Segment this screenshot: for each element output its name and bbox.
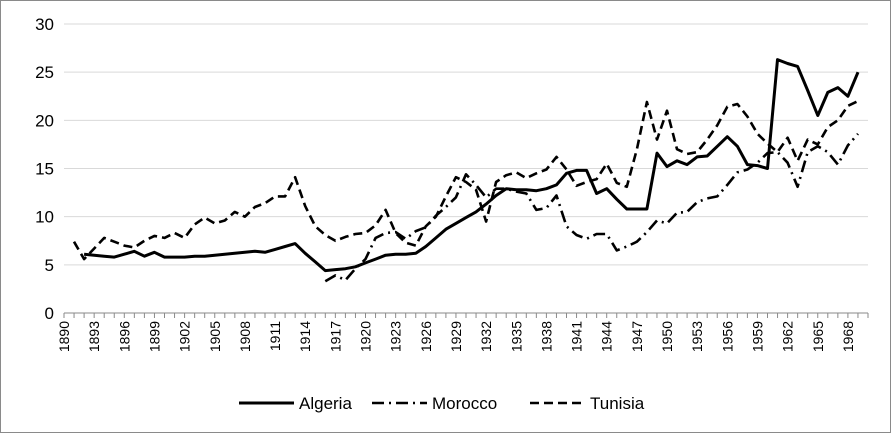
legend-item-tunisia: Tunisia bbox=[530, 394, 645, 413]
x-tick-label: 1938 bbox=[538, 321, 554, 352]
series-algeria bbox=[83, 58, 860, 273]
x-tick-label: 1923 bbox=[388, 321, 404, 352]
x-tick-label: 1959 bbox=[749, 321, 765, 352]
y-tick-label: 15 bbox=[35, 160, 54, 179]
legend-label: Tunisia bbox=[590, 394, 645, 413]
legend-label: Algeria bbox=[299, 394, 352, 413]
x-tick-label: 1926 bbox=[418, 321, 434, 352]
legend-item-morocco: Morocco bbox=[372, 394, 497, 413]
x-tick-label: 1893 bbox=[86, 321, 102, 352]
y-tick-label: 20 bbox=[35, 111, 54, 130]
series-line-tunisia bbox=[72, 99, 859, 261]
x-tick-label: 1965 bbox=[810, 321, 826, 352]
x-tick-label: 1896 bbox=[116, 321, 132, 352]
x-tick-label: 1908 bbox=[237, 321, 253, 352]
y-axis-tick-labels: 0 5 10 15 20 25 30 bbox=[35, 15, 54, 323]
legend: Algeria Morocco Tunisia bbox=[239, 394, 645, 413]
series-line-algeria bbox=[83, 58, 860, 273]
x-tick-label: 1899 bbox=[146, 321, 162, 352]
y-tick-label: 10 bbox=[35, 208, 54, 227]
y-tick-label: 5 bbox=[45, 256, 54, 275]
x-tick-label: 1968 bbox=[840, 321, 856, 352]
x-tick-label: 1917 bbox=[327, 321, 343, 352]
x-axis-tick-labels: 1890 1893 1896 1899 1902 1905 1908 1911 1914 1917… bbox=[56, 321, 856, 352]
x-tick-label: 1929 bbox=[448, 321, 464, 352]
legend-item-algeria: Algeria bbox=[239, 394, 352, 413]
x-tick-label: 1890 bbox=[56, 321, 72, 352]
x-tick-label: 1953 bbox=[689, 321, 705, 352]
y-tick-label: 25 bbox=[35, 63, 54, 82]
gridlines bbox=[64, 23, 868, 266]
x-tick-label: 1944 bbox=[599, 321, 615, 352]
x-tick-label: 1950 bbox=[659, 321, 675, 352]
x-tick-label: 1905 bbox=[207, 321, 223, 352]
y-tick-label: 30 bbox=[35, 15, 54, 34]
x-tick-label: 1920 bbox=[358, 321, 374, 352]
x-tick-label: 1932 bbox=[478, 321, 494, 352]
series-lines bbox=[72, 58, 860, 283]
x-tick-label: 1914 bbox=[297, 321, 313, 352]
x-tick-label: 1935 bbox=[508, 321, 524, 352]
x-tick-label: 1902 bbox=[177, 321, 193, 352]
axes bbox=[63, 312, 869, 318]
series-morocco bbox=[324, 132, 859, 283]
x-tick-label: 1956 bbox=[719, 321, 735, 352]
series-tunisia bbox=[72, 99, 859, 261]
x-tick-label: 1947 bbox=[629, 321, 645, 352]
x-tick-label: 1911 bbox=[267, 321, 283, 351]
y-tick-label: 0 bbox=[45, 304, 54, 323]
x-tick-label: 1962 bbox=[780, 321, 796, 352]
legend-label: Morocco bbox=[432, 394, 497, 413]
series-line-morocco bbox=[324, 132, 859, 283]
x-tick-label: 1941 bbox=[569, 321, 585, 352]
